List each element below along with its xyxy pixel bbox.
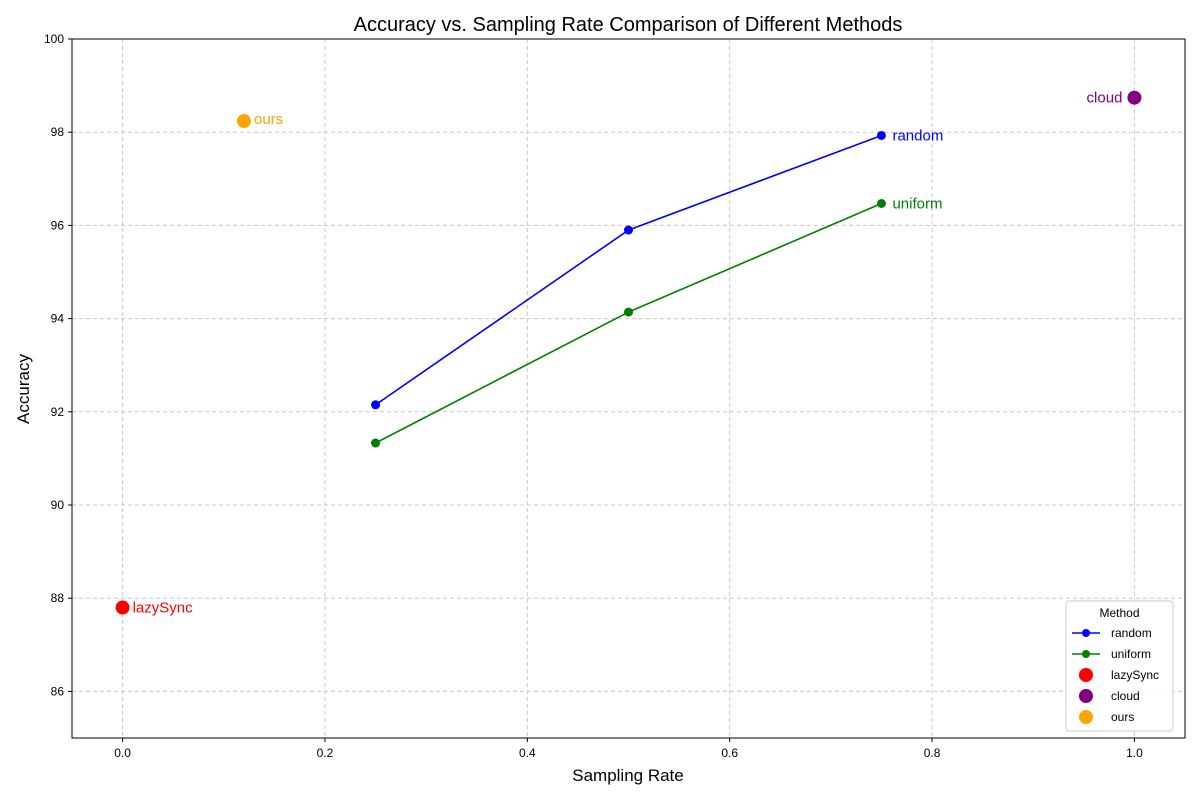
x-tick-label: 0.0 (114, 746, 131, 760)
legend-title: Method (1099, 606, 1139, 620)
x-tick-label: 0.2 (317, 746, 334, 760)
y-tick-label: 96 (51, 218, 65, 232)
uniform-point (876, 198, 886, 208)
axes: 0.0 0.2 0.4 0.6 0.8 1.0 86 88 90 92 94 96 98 100 (44, 32, 1186, 760)
legend-lazySync-marker (1079, 668, 1093, 682)
x-tick-label: 1.0 (1126, 746, 1143, 760)
y-tick-label: 100 (44, 32, 64, 46)
legend-lazySync-label: lazySync (1111, 668, 1159, 682)
legend-ours-marker (1079, 710, 1093, 724)
lazySync-point (115, 600, 130, 615)
x-tick-label: 0.8 (924, 746, 941, 760)
cloud-point (1127, 90, 1142, 105)
random-point (876, 130, 886, 140)
ours-point-label: ours (254, 111, 283, 128)
legend: Method random uniform lazySync cloud ours (1065, 600, 1174, 732)
y-tick-label: 92 (51, 405, 65, 419)
uniform-point (371, 438, 381, 448)
random-line (375, 134, 882, 406)
y-axis-label: Accuracy (14, 354, 33, 424)
legend-random-label: random (1111, 626, 1152, 640)
plot-frame (71, 38, 1186, 739)
legend-ours-label: ours (1111, 710, 1134, 724)
legend-cloud-label: cloud (1111, 689, 1140, 703)
series: random uniform lazySync cloud ours (115, 90, 1142, 617)
y-tick-label: 90 (51, 498, 65, 512)
x-tick-label: 0.4 (519, 746, 536, 760)
lazySync-point-label: lazySync (133, 600, 194, 617)
chart-title: Accuracy vs. Sampling Rate Comparison of… (354, 14, 903, 36)
random-point (624, 225, 633, 235)
uniform-point (624, 307, 633, 317)
y-tick-label: 88 (51, 591, 65, 605)
uniform-point-label: uniform (892, 195, 942, 212)
grid (72, 38, 1185, 738)
y-tick-label: 86 (51, 684, 65, 698)
uniform-line (375, 202, 882, 444)
legend-uniform-marker (1082, 650, 1090, 658)
cloud-point-label: cloud (1087, 90, 1123, 107)
legend-random-marker (1082, 629, 1090, 637)
legend-cloud-marker (1079, 689, 1093, 703)
x-axis-label: Sampling Rate (572, 766, 684, 785)
legend-uniform-label: uniform (1111, 647, 1151, 661)
random-point (371, 400, 381, 410)
x-tick-label: 0.6 (721, 746, 738, 760)
y-tick-label: 98 (51, 125, 65, 139)
random-point-label: random (892, 127, 943, 144)
y-tick-label: 94 (51, 312, 65, 326)
ours-point (237, 114, 252, 129)
